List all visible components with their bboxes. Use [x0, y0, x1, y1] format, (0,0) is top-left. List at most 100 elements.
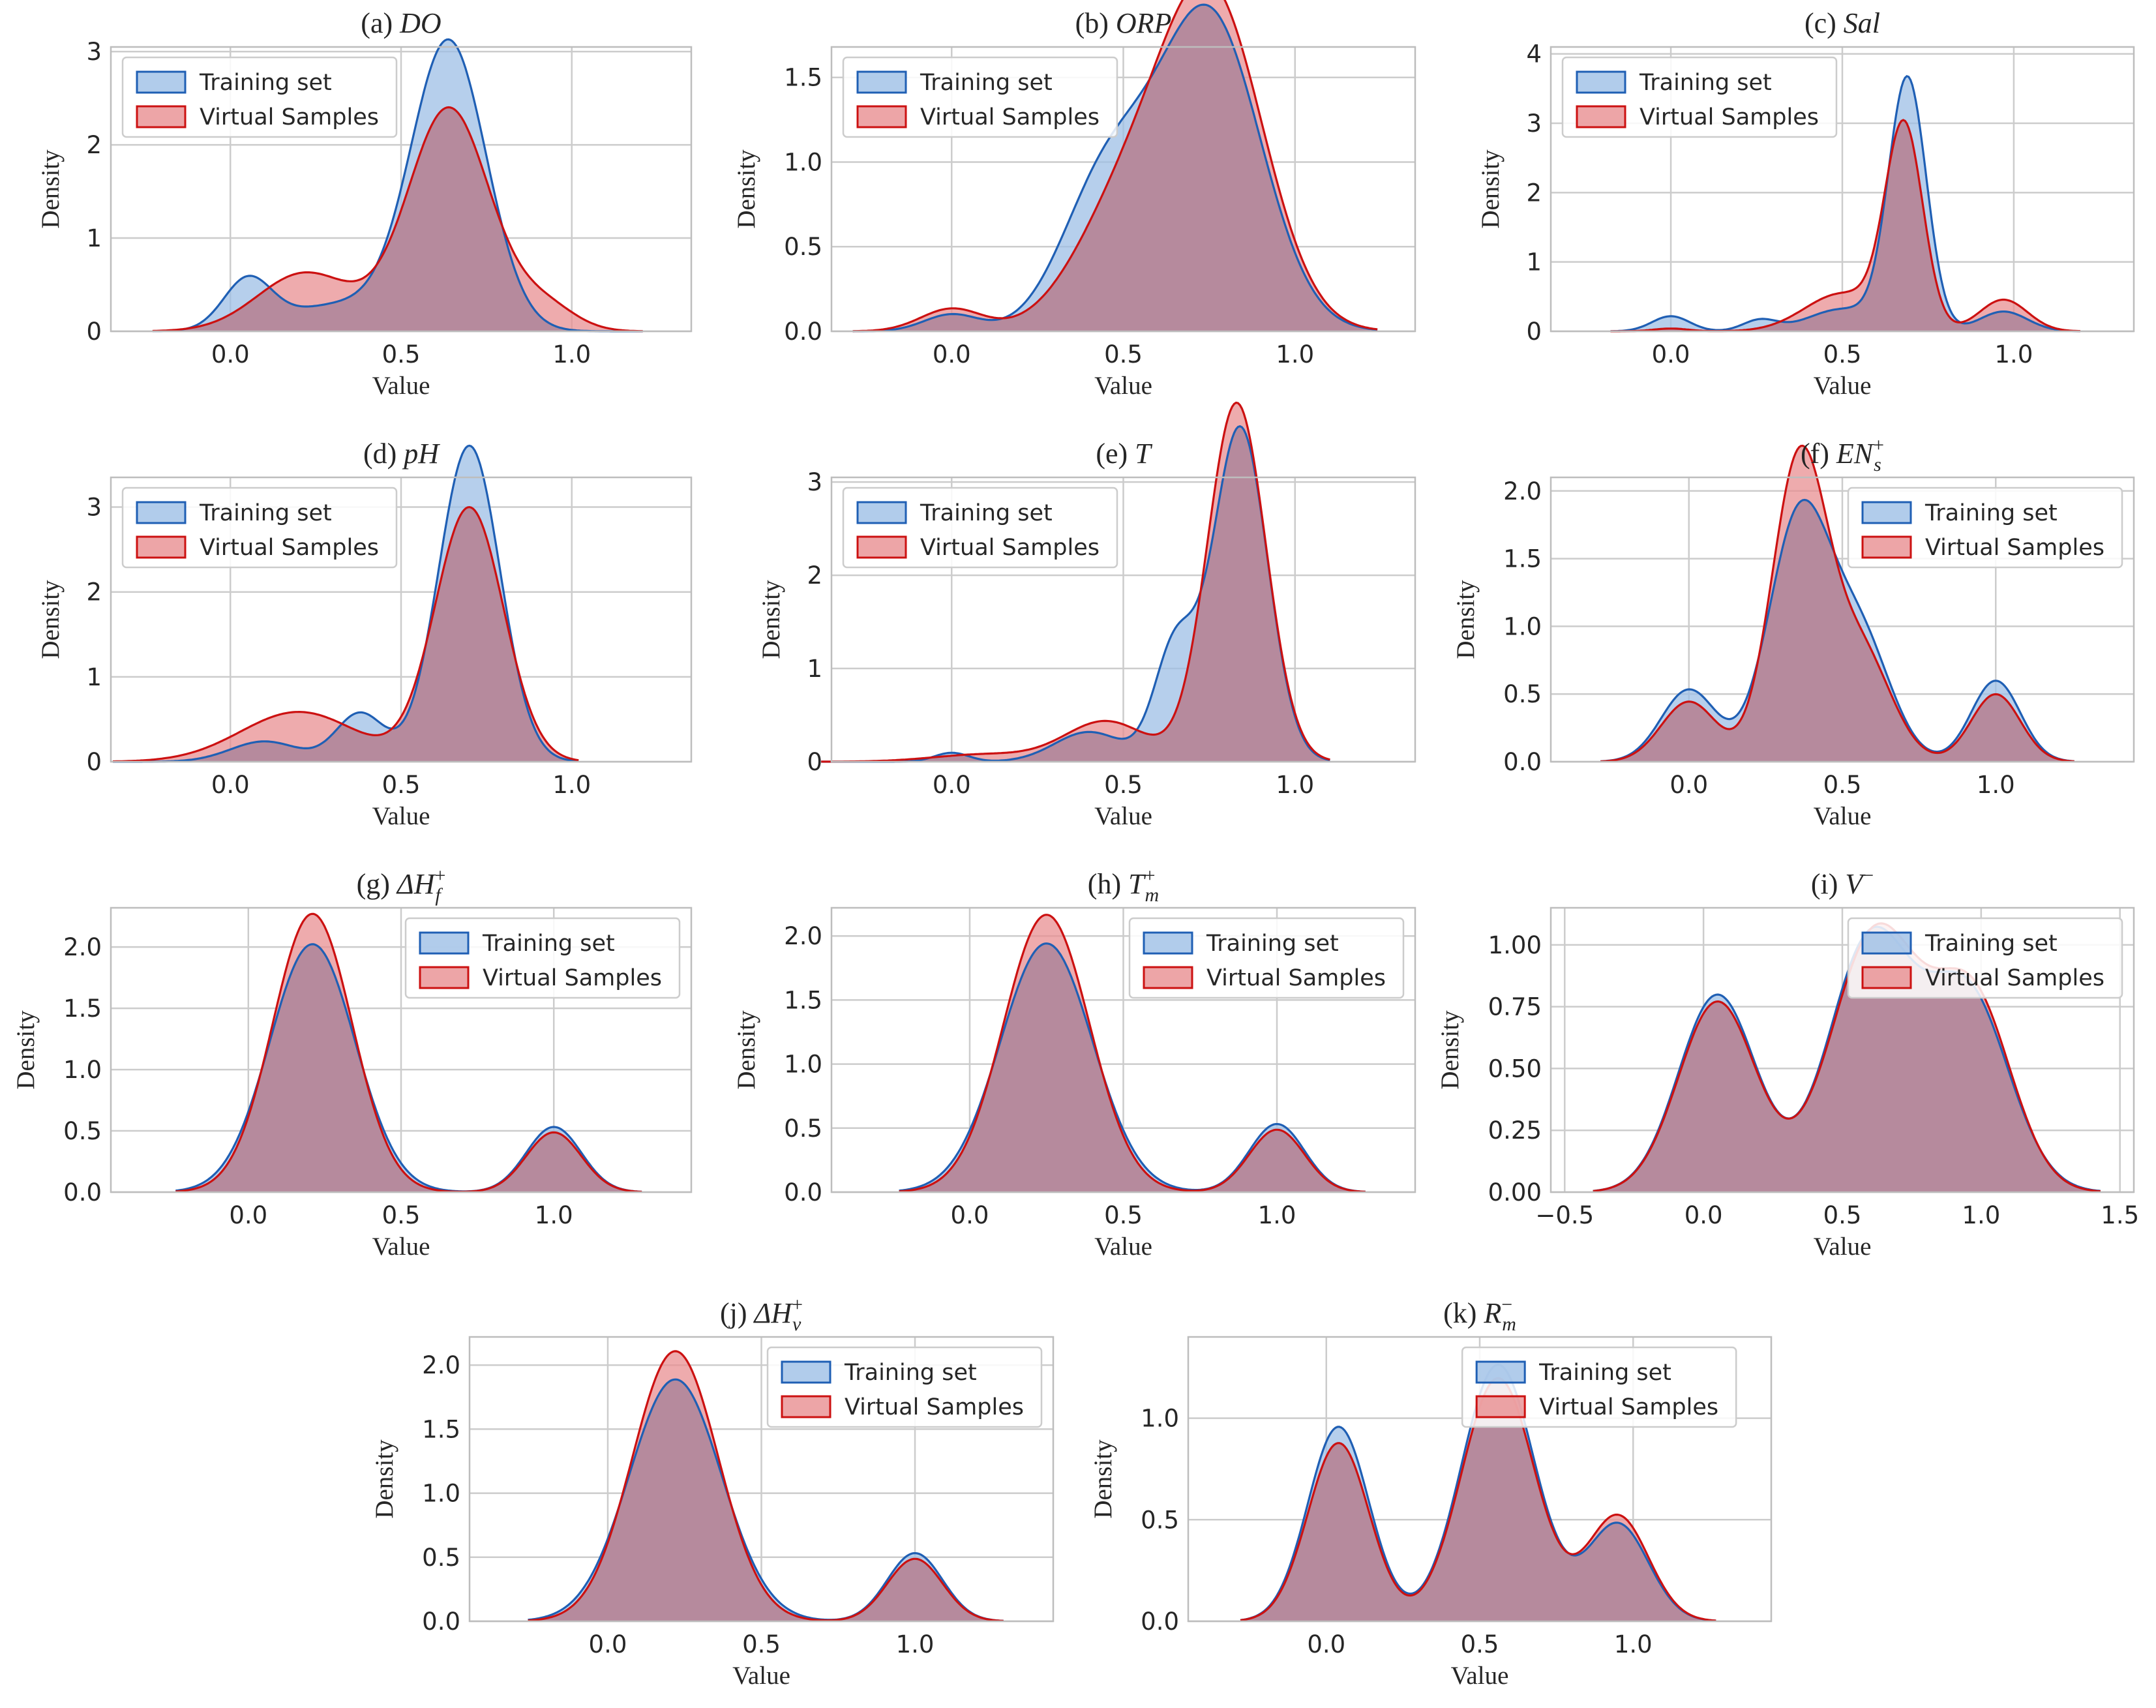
legend-box	[842, 56, 1118, 138]
plot-frame	[468, 1336, 1055, 1623]
legend: Training set Virtual Samples	[121, 487, 398, 569]
legend-label-training: Training set	[1639, 70, 1772, 96]
legend-label-virtual: Virtual Samples	[1639, 104, 1819, 130]
y-tick-label: 1.5	[63, 995, 102, 1023]
panel-title: (h) T+ m	[1088, 865, 1159, 906]
panel-title: (a) DO	[361, 7, 441, 39]
y-tick-label: 0.0	[422, 1608, 460, 1636]
panel-title-subscript: m	[1502, 1313, 1516, 1335]
x-tick-label: 1.0	[1995, 340, 2033, 368]
y-axis-label: Density	[1452, 580, 1480, 659]
legend-swatch-training	[136, 501, 187, 524]
panel-k: 0.0 0.5 1.0 0.0 0.5 1.0 Value Density (k) R− m Tra…	[1089, 1294, 1773, 1690]
virtual-density-area	[1610, 120, 2080, 331]
y-tick-label: 1.0	[1141, 1405, 1179, 1433]
panel-title-variable: DO	[399, 7, 442, 39]
panel-title-prefix: (h)	[1088, 868, 1128, 900]
overlap-density-area	[528, 1379, 1004, 1621]
x-tick-label: 0.0	[1652, 340, 1690, 368]
training-density-line	[528, 1378, 1004, 1622]
x-tick-label: 0.5	[1104, 1201, 1143, 1229]
x-tick-label: 0.0	[1684, 1201, 1723, 1229]
legend-label-virtual: Virtual Samples	[1206, 965, 1386, 991]
plot-frame	[1550, 476, 2135, 763]
x-axis-label: Value	[1814, 802, 1872, 830]
x-tick-label: 0.5	[382, 1201, 421, 1229]
panel-title-subscript: m	[1145, 884, 1160, 906]
y-tick-label: 0.50	[1488, 1055, 1542, 1083]
y-tick-label: 0.0	[1503, 748, 1542, 776]
y-tick-label: 2.0	[784, 922, 822, 950]
training-density-line	[1593, 925, 2101, 1192]
virtual-density-line	[528, 1350, 1004, 1622]
legend-label-virtual: Virtual Samples	[920, 104, 1100, 130]
panel-title: (k) R− m	[1443, 1294, 1516, 1335]
y-tick-label: 1.0	[63, 1056, 102, 1084]
y-tick-label: 1.00	[1488, 931, 1542, 959]
y-tick-label: 1.0	[784, 1051, 822, 1079]
x-axis-label: Value	[1814, 1233, 1872, 1261]
legend-box	[842, 487, 1118, 569]
legend: Training set Virtual Samples	[404, 917, 681, 999]
y-tick-label: 1	[86, 224, 102, 252]
y-tick-label: 1.5	[422, 1415, 460, 1443]
legend-label-virtual: Virtual Samples	[1539, 1394, 1718, 1420]
legend-swatch-training	[856, 70, 907, 94]
x-axis-label: Value	[1094, 1233, 1152, 1261]
panel-title-variable: V	[1845, 868, 1866, 900]
legend-swatch-training	[856, 501, 907, 524]
y-tick-label: 0.5	[784, 233, 822, 261]
legend-swatch-training	[1861, 501, 1912, 524]
y-tick-label: 1	[1526, 248, 1542, 277]
panel-title-prefix: (i)	[1811, 868, 1846, 900]
legend-swatch-virtual	[856, 105, 907, 128]
x-tick-label: 0.5	[1104, 771, 1143, 799]
x-tick-label: 0.0	[951, 1201, 989, 1229]
panel-title-prefix: (a)	[361, 7, 400, 39]
legend-label-training: Training set	[844, 1360, 977, 1386]
legend-label-training: Training set	[1924, 931, 2058, 957]
legend-swatch-virtual	[419, 966, 470, 989]
y-tick-label: 0.5	[63, 1117, 102, 1145]
legend-swatch-training	[1576, 70, 1626, 94]
legend-box	[1847, 917, 2123, 999]
x-tick-label: 1.0	[1962, 1201, 2000, 1229]
panel-title-superscript: +	[1145, 865, 1156, 886]
x-axis-label: Value	[1451, 1662, 1509, 1690]
panel-title-prefix: (b)	[1075, 7, 1116, 39]
y-axis-label: Density	[732, 149, 760, 229]
y-tick-label: 0.5	[422, 1544, 460, 1572]
plot-frame	[830, 46, 1416, 333]
panel-title-prefix: (k)	[1443, 1297, 1484, 1329]
x-axis-label: Value	[372, 372, 430, 400]
overlap-density-area	[113, 507, 579, 762]
legend-box	[121, 56, 398, 138]
y-axis-label: Density	[37, 580, 65, 659]
virtual-density-line	[852, 0, 1378, 333]
virtual-density-line	[113, 505, 579, 763]
panel-title-subscript: f	[435, 884, 443, 906]
x-tick-label: 0.5	[1461, 1630, 1499, 1658]
legend-label-training: Training set	[1206, 931, 1339, 957]
legend-swatch-training	[781, 1360, 831, 1384]
x-tick-label: 0.0	[211, 340, 250, 368]
panel-e: 0.0 0.5 1.0 0 1 2 3 Value Density (e) T Training s…	[757, 401, 1416, 830]
virtual-density-line	[175, 912, 642, 1193]
y-tick-label: 1	[807, 655, 822, 683]
y-axis-label: Density	[1436, 1010, 1464, 1090]
x-tick-label: 0.5	[382, 771, 421, 799]
y-tick-label: 1.0	[784, 148, 822, 176]
panel-title-prefix: (d)	[363, 438, 404, 470]
panel-title-superscript: +	[435, 865, 446, 886]
panel-title: (i) V−	[1811, 865, 1874, 900]
virtual-density-line	[821, 401, 1330, 763]
legend: Training set Virtual Samples	[1561, 56, 1838, 138]
x-tick-label: 0.0	[933, 771, 971, 799]
training-density-line	[113, 444, 579, 763]
virtual-density-line	[899, 914, 1366, 1193]
legend: Training set Virtual Samples	[1128, 917, 1405, 999]
panel-i: −0.5 0.0 0.5 1.0 1.5 0.00 0.25 0.50 0.75 1.00 Valu…	[1436, 865, 2139, 1261]
y-tick-label: 0.5	[1503, 680, 1542, 708]
y-tick-label: 0	[86, 748, 102, 776]
